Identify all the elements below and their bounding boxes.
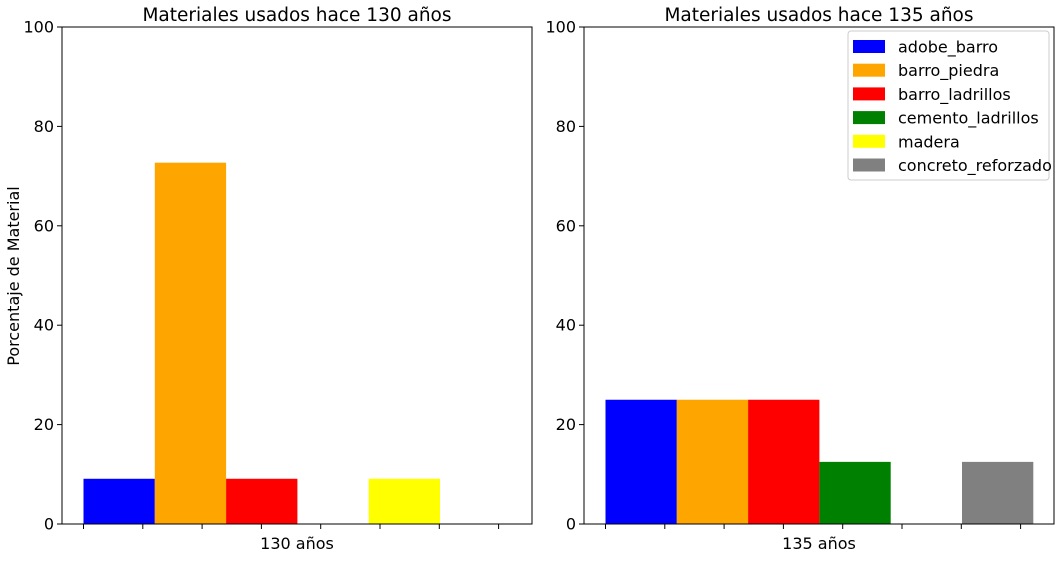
legend-box bbox=[847, 30, 1050, 181]
legend-swatch bbox=[853, 40, 885, 53]
legend-swatch bbox=[853, 158, 885, 172]
y-tick-label: 0 bbox=[44, 515, 54, 534]
legend-swatch bbox=[853, 111, 885, 125]
bar-adobe_barro bbox=[605, 399, 677, 524]
y-tick-label: 0 bbox=[566, 515, 576, 534]
bar-barro_ladrillos bbox=[748, 399, 820, 524]
legend-item-concreto_reforzado: concreto_reforzado bbox=[853, 156, 1052, 176]
subplot-1: 0 20 40 60 80 100 130 años Materiales usados ha… bbox=[23, 5, 533, 553]
legend-label: adobe_barro bbox=[898, 38, 998, 58]
figure-ylabel: Porcentaje de Material bbox=[4, 186, 23, 365]
x-axis-label: 135 años bbox=[782, 534, 856, 553]
x-axis-label: 130 años bbox=[260, 534, 334, 553]
y-tick-label: 100 bbox=[545, 18, 576, 37]
bar-barro_ladrillos bbox=[226, 478, 298, 524]
bar-cemento_ladrillos bbox=[819, 461, 891, 524]
bar-barro_piedra bbox=[676, 399, 749, 524]
bar-adobe_barro bbox=[83, 478, 155, 524]
subplot-2: 0 20 40 60 80 100 135 años Materiales usados ha… bbox=[545, 5, 1055, 553]
y-tick-label: 20 bbox=[34, 415, 54, 434]
legend-label: barro_ladrillos bbox=[898, 85, 1011, 105]
subplot-title: Materiales usados hace 135 años bbox=[664, 5, 973, 26]
bar-madera bbox=[368, 478, 440, 524]
legend: adobe_barro barro_piedra barro_ladrillosce… bbox=[847, 30, 1052, 181]
legend-item-barro_piedra: barro_piedra bbox=[853, 61, 999, 81]
legend-item-adobe_barro: adobe_barro bbox=[853, 38, 998, 58]
legend-item-cemento_ladrillos: cemento_ladrillos bbox=[853, 109, 1039, 129]
bar-concreto_reforzado bbox=[962, 461, 1034, 524]
y-tick-label: 60 bbox=[556, 216, 576, 235]
legend-swatch bbox=[853, 134, 885, 148]
axes-frame bbox=[61, 26, 533, 525]
subplot-title: Materiales usados hace 130 años bbox=[142, 5, 451, 26]
legend-label: cemento_ladrillos bbox=[898, 109, 1039, 129]
legend-item-barro_ladrillos: barro_ladrillos bbox=[853, 85, 1011, 105]
legend-label: barro_piedra bbox=[898, 61, 999, 81]
legend-swatch bbox=[853, 87, 885, 101]
y-tick-label: 80 bbox=[34, 117, 54, 136]
legend-swatch bbox=[853, 63, 885, 77]
axes-frame bbox=[583, 26, 1055, 525]
y-tick-label: 40 bbox=[34, 316, 54, 335]
y-tick-label: 100 bbox=[23, 18, 54, 37]
bar-barro_piedra bbox=[154, 162, 227, 524]
y-tick-label: 40 bbox=[556, 316, 576, 335]
legend-label: madera bbox=[898, 132, 960, 151]
y-tick-label: 60 bbox=[34, 216, 54, 235]
legend-item-madera: madera bbox=[853, 132, 960, 151]
y-tick-label: 20 bbox=[556, 415, 576, 434]
legend-label: concreto_reforzado bbox=[898, 156, 1052, 176]
y-tick-label: 80 bbox=[556, 117, 576, 136]
